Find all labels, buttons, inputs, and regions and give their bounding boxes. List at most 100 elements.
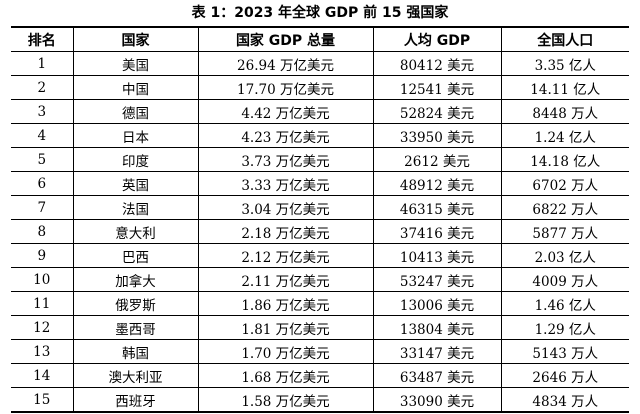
rank-cell: 7 xyxy=(11,195,74,220)
table-row: 1 美国 26.94 万亿美元 80412 美元 3.35 亿人 xyxy=(11,51,629,76)
header-gdp-per-capita: 人均 GDP xyxy=(372,26,502,52)
gdp-total-cell: 1.68 万亿美元 xyxy=(197,363,374,388)
country-cell: 巴西 xyxy=(72,243,199,268)
gdp-total-cell: 4.23 万亿美元 xyxy=(197,123,374,148)
population-cell: 1.24 亿人 xyxy=(500,123,629,148)
country-cell: 美国 xyxy=(72,51,199,76)
population-cell: 4009 万人 xyxy=(500,267,629,292)
table-row: 13 韩国 1.70 万亿美元 33147 美元 5143 万人 xyxy=(11,339,629,364)
country-cell: 墨西哥 xyxy=(72,315,199,340)
gdp-per-capita-cell: 33950 美元 xyxy=(372,123,502,148)
country-cell: 西班牙 xyxy=(72,387,199,413)
population-cell: 8448 万人 xyxy=(500,99,629,124)
gdp-per-capita-cell: 33090 美元 xyxy=(372,387,502,413)
gdp-total-cell: 3.04 万亿美元 xyxy=(197,195,374,220)
gdp-total-cell: 2.12 万亿美元 xyxy=(197,243,374,268)
country-cell: 印度 xyxy=(72,147,199,172)
rank-cell: 15 xyxy=(11,387,74,413)
header-rank: 排名 xyxy=(11,26,74,52)
rank-cell: 4 xyxy=(11,123,74,148)
gdp-total-cell: 1.70 万亿美元 xyxy=(197,339,374,364)
population-cell: 3.35 亿人 xyxy=(500,51,629,76)
population-cell: 2.03 亿人 xyxy=(500,243,629,268)
gdp-per-capita-cell: 37416 美元 xyxy=(372,219,502,244)
rank-cell: 1 xyxy=(11,51,74,76)
gdp-total-cell: 1.81 万亿美元 xyxy=(197,315,374,340)
country-cell: 日本 xyxy=(72,123,199,148)
gdp-per-capita-cell: 33147 美元 xyxy=(372,339,502,364)
table-row: 9 巴西 2.12 万亿美元 10413 美元 2.03 亿人 xyxy=(11,243,629,268)
population-cell: 6702 万人 xyxy=(500,171,629,196)
gdp-per-capita-cell: 80412 美元 xyxy=(372,51,502,76)
gdp-per-capita-cell: 46315 美元 xyxy=(372,195,502,220)
gdp-total-cell: 2.11 万亿美元 xyxy=(197,267,374,292)
table-header: 排名 国家 国家 GDP 总量 人均 GDP 全国人口 xyxy=(11,26,629,52)
country-cell: 意大利 xyxy=(72,219,199,244)
rank-cell: 13 xyxy=(11,339,74,364)
rank-cell: 9 xyxy=(11,243,74,268)
country-cell: 法国 xyxy=(72,195,199,220)
gdp-total-cell: 3.33 万亿美元 xyxy=(197,171,374,196)
population-cell: 5877 万人 xyxy=(500,219,629,244)
table-row: 14 澳大利亚 1.68 万亿美元 63487 美元 2646 万人 xyxy=(11,363,629,388)
gdp-total-cell: 1.86 万亿美元 xyxy=(197,291,374,316)
rank-cell: 14 xyxy=(11,363,74,388)
country-cell: 俄罗斯 xyxy=(72,291,199,316)
gdp-per-capita-cell: 63487 美元 xyxy=(372,363,502,388)
header-row: 排名 国家 国家 GDP 总量 人均 GDP 全国人口 xyxy=(11,26,629,52)
table-row: 2 中国 17.70 万亿美元 12541 美元 14.11 亿人 xyxy=(11,75,629,100)
rank-cell: 2 xyxy=(11,75,74,100)
table-row: 10 加拿大 2.11 万亿美元 53247 美元 4009 万人 xyxy=(11,267,629,292)
gdp-per-capita-cell: 53247 美元 xyxy=(372,267,502,292)
gdp-total-cell: 3.73 万亿美元 xyxy=(197,147,374,172)
population-cell: 1.46 亿人 xyxy=(500,291,629,316)
gdp-ranking-table: 排名 国家 国家 GDP 总量 人均 GDP 全国人口 1 美国 26.94 万亿美… xyxy=(11,26,629,413)
rank-cell: 8 xyxy=(11,219,74,244)
rank-cell: 11 xyxy=(11,291,74,316)
gdp-total-cell: 26.94 万亿美元 xyxy=(197,51,374,76)
population-cell: 6822 万人 xyxy=(500,195,629,220)
country-cell: 澳大利亚 xyxy=(72,363,199,388)
country-cell: 英国 xyxy=(72,171,199,196)
gdp-per-capita-cell: 2612 美元 xyxy=(372,147,502,172)
table-row: 12 墨西哥 1.81 万亿美元 13804 美元 1.29 亿人 xyxy=(11,315,629,340)
gdp-total-cell: 17.70 万亿美元 xyxy=(197,75,374,100)
table-caption: 表 1：2023 年全球 GDP 前 15 强国家 xyxy=(191,5,449,21)
table-row: 15 西班牙 1.58 万亿美元 33090 美元 4834 万人 xyxy=(11,387,629,413)
population-cell: 2646 万人 xyxy=(500,363,629,388)
table-row: 6 英国 3.33 万亿美元 48912 美元 6702 万人 xyxy=(11,171,629,196)
table-body: 1 美国 26.94 万亿美元 80412 美元 3.35 亿人 2 中国 17.70 万亿美… xyxy=(11,51,629,413)
header-country: 国家 xyxy=(72,26,199,52)
rank-cell: 12 xyxy=(11,315,74,340)
table-row: 7 法国 3.04 万亿美元 46315 美元 6822 万人 xyxy=(11,195,629,220)
country-cell: 德国 xyxy=(72,99,199,124)
country-cell: 中国 xyxy=(72,75,199,100)
country-cell: 加拿大 xyxy=(72,267,199,292)
gdp-per-capita-cell: 13006 美元 xyxy=(372,291,502,316)
rank-cell: 10 xyxy=(11,267,74,292)
gdp-per-capita-cell: 48912 美元 xyxy=(372,171,502,196)
header-gdp-total: 国家 GDP 总量 xyxy=(197,26,374,52)
population-cell: 5143 万人 xyxy=(500,339,629,364)
table-row: 4 日本 4.23 万亿美元 33950 美元 1.24 亿人 xyxy=(11,123,629,148)
gdp-per-capita-cell: 13804 美元 xyxy=(372,315,502,340)
gdp-total-cell: 2.18 万亿美元 xyxy=(197,219,374,244)
country-cell: 韩国 xyxy=(72,339,199,364)
table-row: 8 意大利 2.18 万亿美元 37416 美元 5877 万人 xyxy=(11,219,629,244)
gdp-per-capita-cell: 10413 美元 xyxy=(372,243,502,268)
gdp-per-capita-cell: 52824 美元 xyxy=(372,99,502,124)
header-population: 全国人口 xyxy=(500,26,629,52)
gdp-total-cell: 1.58 万亿美元 xyxy=(197,387,374,413)
gdp-per-capita-cell: 12541 美元 xyxy=(372,75,502,100)
rank-cell: 6 xyxy=(11,171,74,196)
population-cell: 4834 万人 xyxy=(500,387,629,413)
rank-cell: 5 xyxy=(11,147,74,172)
population-cell: 14.11 亿人 xyxy=(500,75,629,100)
population-cell: 1.29 亿人 xyxy=(500,315,629,340)
table-row: 5 印度 3.73 万亿美元 2612 美元 14.18 亿人 xyxy=(11,147,629,172)
rank-cell: 3 xyxy=(11,99,74,124)
table-row: 11 俄罗斯 1.86 万亿美元 13006 美元 1.46 亿人 xyxy=(11,291,629,316)
gdp-total-cell: 4.42 万亿美元 xyxy=(197,99,374,124)
table-row: 3 德国 4.42 万亿美元 52824 美元 8448 万人 xyxy=(11,99,629,124)
population-cell: 14.18 亿人 xyxy=(500,147,629,172)
